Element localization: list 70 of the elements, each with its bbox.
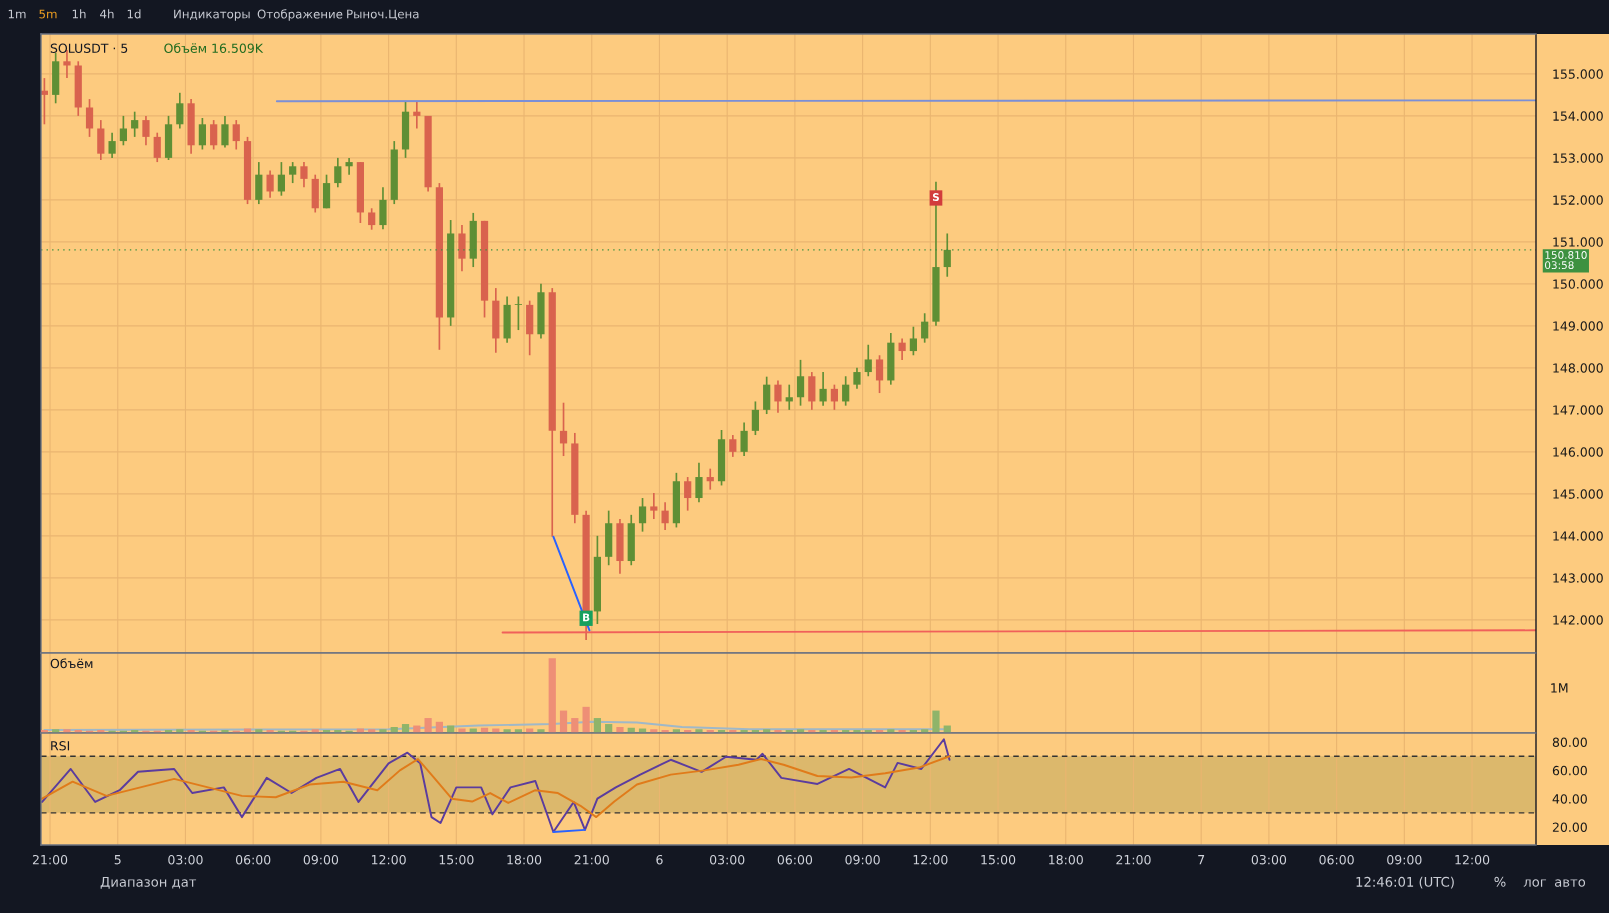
text: лог	[1523, 879, 1547, 887]
x-tick-label: 09:00	[845, 854, 880, 865]
y-tick-label: 20.00	[1552, 822, 1587, 832]
text: Отображение	[257, 9, 343, 21]
text: RSI	[51, 741, 70, 751]
y-tick-label: 155.000	[1553, 69, 1603, 79]
bar	[932, 710, 940, 733]
bar	[582, 706, 590, 733]
y-tick-label: 147.000	[1553, 405, 1603, 415]
text: %	[1494, 876, 1506, 887]
text: Диапазон дат	[100, 877, 197, 889]
text: Объём 16.509K	[164, 43, 264, 53]
x-tick-label: 09:00	[1387, 854, 1422, 865]
bar	[548, 658, 556, 733]
x-tick-label: 12:00	[913, 854, 948, 865]
bar	[593, 718, 601, 733]
annotation: S	[932, 193, 939, 201]
x-tick-label: 12:00	[371, 854, 406, 865]
x-tick-label: 21:00	[574, 854, 609, 865]
text: Рыноч.Цена	[347, 9, 419, 21]
candlestick	[514, 295, 522, 331]
x-tick-label: 06:00	[235, 854, 271, 865]
text: 1M	[1551, 683, 1568, 693]
x-tick-label: 21:00	[32, 854, 68, 865]
text: авто	[1554, 879, 1586, 887]
x-tick-label: 03:00	[168, 854, 203, 865]
bar	[424, 718, 432, 733]
x-tick-label: 15:00	[439, 854, 474, 865]
y-tick-label: 40.00	[1552, 794, 1587, 804]
ref-line-label: 150.810 03:58	[1545, 251, 1587, 270]
x-tick-label: 06:00	[777, 854, 813, 865]
x-tick-label: 7	[1198, 855, 1205, 865]
bar	[616, 727, 624, 733]
y-tick-label: 142.000	[1553, 615, 1603, 625]
y-tick-label: 153.000	[1553, 153, 1603, 163]
x-tick-label: 15:00	[981, 854, 1016, 865]
text: 12:46:01 (UTC)	[1356, 876, 1454, 889]
y-tick-label: 60.00	[1552, 765, 1587, 776]
text: 1d	[127, 9, 141, 19]
x-tick-label: 6	[656, 854, 663, 865]
bar	[559, 710, 568, 733]
text: SOLUSDT · 5	[50, 43, 128, 53]
text: 1m	[8, 9, 26, 19]
y-tick-label: 149.000	[1553, 321, 1603, 331]
x-tick-label: 03:00	[1251, 854, 1287, 865]
x-tick-label: 18:00	[507, 854, 542, 865]
bar	[571, 718, 579, 733]
x-tick-label: 12:00	[1455, 854, 1490, 865]
y-tick-label: 152.000	[1553, 195, 1603, 205]
y-tick-label: 150.000	[1553, 279, 1603, 289]
y-tick-label: 146.000	[1553, 447, 1603, 457]
y-tick-label: 148.000	[1553, 363, 1603, 373]
y-tick-label: 144.000	[1553, 531, 1603, 541]
x-tick-label: 09:00	[303, 854, 339, 865]
x-tick-label: 03:00	[709, 854, 745, 865]
y-tick-label: 143.000	[1553, 573, 1603, 583]
y-tick-label: 151.000	[1553, 237, 1603, 247]
x-tick-label: 5	[114, 855, 121, 865]
x-tick-label: 18:00	[1049, 854, 1083, 865]
text: 4h	[100, 9, 114, 19]
y-tick-label: 154.000	[1553, 111, 1603, 121]
chart-title: Объём	[50, 658, 93, 669]
x-tick-label: 06:00	[1319, 854, 1354, 865]
text: Индикаторы	[174, 9, 250, 21]
y-tick-label: 145.000	[1553, 489, 1603, 499]
x-tick-label: 21:00	[1116, 854, 1151, 865]
annotation: B	[583, 613, 590, 622]
text: 1h	[72, 9, 86, 19]
text: 5m	[39, 9, 57, 19]
y-tick-label: 80.00	[1552, 737, 1587, 747]
